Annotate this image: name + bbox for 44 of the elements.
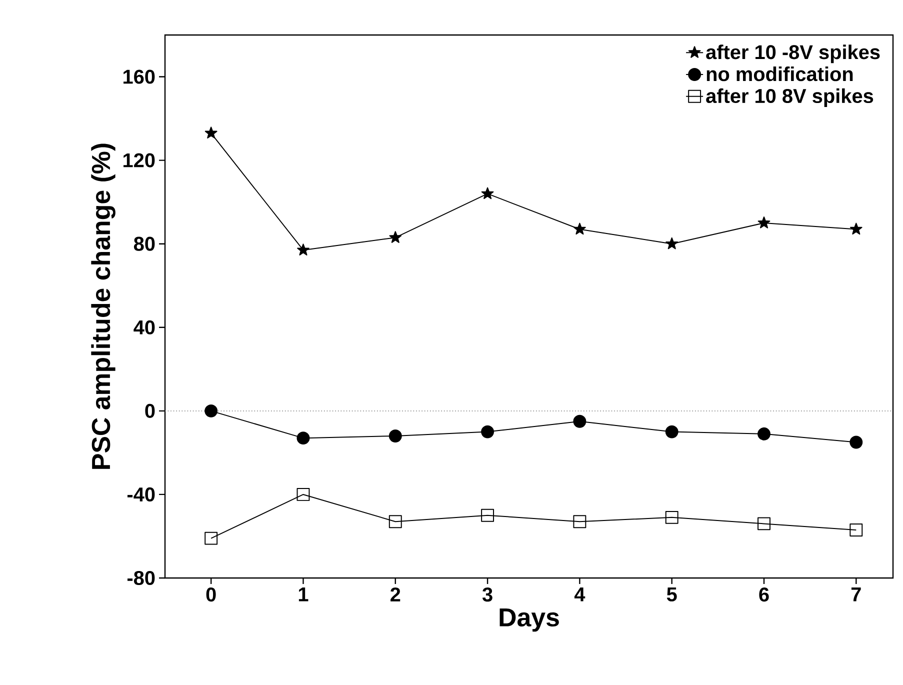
point: [204, 532, 218, 545]
point: [388, 515, 402, 528]
point: [850, 436, 863, 449]
point: [481, 508, 494, 522]
point: [388, 430, 402, 442]
y-tick-label: 160: [124, 70, 155, 84]
point: [296, 432, 310, 445]
point: [389, 231, 402, 243]
point: [665, 425, 678, 438]
point: [296, 488, 310, 501]
x-axis-title: Days: [500, 608, 559, 632]
x-tick-label: 0: [206, 588, 216, 602]
legend-label: after 10 -8V spikes: [706, 44, 880, 64]
point: [758, 427, 770, 440]
x-tick-label: 2: [390, 588, 400, 602]
point: [758, 216, 770, 228]
x-tick-label: 4: [574, 588, 586, 602]
x-tick-label: 6: [759, 588, 769, 602]
y-tick-label: 120: [124, 153, 155, 168]
x-tick-label: 5: [666, 588, 677, 602]
point: [297, 244, 310, 256]
point: [665, 510, 678, 524]
point: [758, 517, 770, 530]
point: [666, 237, 678, 250]
legend-label: after 10 8V spikes: [706, 88, 874, 108]
point: [481, 425, 494, 438]
y-axis-title: PSC amplitude change (%): [91, 144, 116, 469]
point: [481, 187, 494, 200]
y-tick-label: -80: [127, 570, 155, 586]
x-tick-label: 7: [851, 588, 861, 602]
y-tick-label: -40: [127, 487, 155, 502]
point: [850, 523, 863, 536]
x-tick-label: 1: [298, 588, 308, 602]
point: [204, 126, 218, 138]
y-tick-label: 0: [145, 404, 155, 418]
point: [204, 404, 218, 418]
point: [574, 222, 586, 235]
x-tick-label: 3: [482, 588, 492, 602]
point: [573, 515, 586, 528]
legend-label: no modification: [706, 66, 853, 82]
y-tick-label: 80: [134, 236, 155, 251]
point: [573, 414, 586, 428]
y-tick-label: 40: [134, 320, 155, 334]
point: [850, 222, 862, 235]
